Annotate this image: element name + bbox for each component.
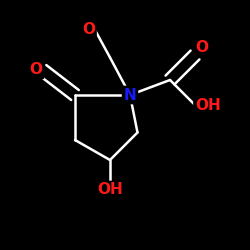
Text: OH: OH [97,182,123,198]
Text: O: O [82,22,95,38]
Text: O: O [195,40,208,55]
Text: O: O [30,62,43,78]
Text: OH: OH [195,98,221,112]
Text: N: N [124,88,136,102]
